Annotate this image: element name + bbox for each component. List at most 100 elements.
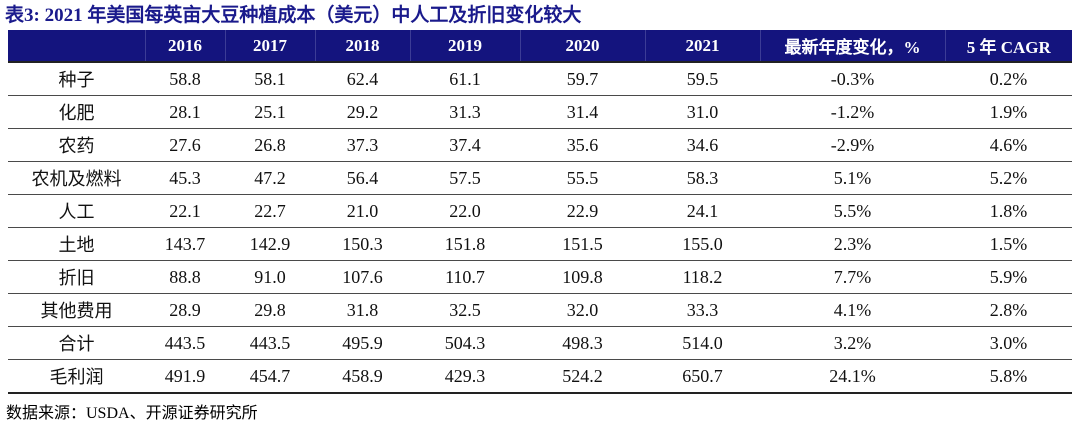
value-cell: 35.6 [520, 128, 645, 162]
value-cell: 4.6% [945, 128, 1072, 162]
value-cell: 37.3 [315, 128, 410, 162]
value-cell: 118.2 [645, 260, 760, 294]
value-cell: 454.7 [225, 359, 315, 394]
value-cell: 34.6 [645, 128, 760, 162]
row-label-cell: 毛利润 [8, 359, 145, 394]
value-cell: 504.3 [410, 326, 520, 360]
column-header: 2019 [409, 30, 520, 63]
value-cell: 58.1 [225, 62, 315, 96]
table-row: 毛利润 491.9 454.7 458.9 429.3 524.2 650.7 24.1% 5.… [8, 359, 1072, 394]
value-cell: 5.2% [945, 161, 1072, 195]
table-row: 其他费用 28.9 29.8 31.8 32.5 32.0 33.3 4.1% 2.8% [8, 293, 1072, 327]
value-cell: 514.0 [645, 326, 760, 360]
value-cell: 28.1 [145, 95, 225, 129]
value-cell: 5.1% [760, 161, 945, 195]
value-cell: 28.9 [145, 293, 225, 327]
value-cell: -2.9% [760, 128, 945, 162]
value-cell: 21.0 [315, 194, 410, 228]
table-row: 合计 443.5 443.5 495.9 504.3 498.3 514.0 3.2% 3.0% [8, 326, 1072, 360]
value-cell: 59.5 [645, 62, 760, 96]
value-cell: 3.0% [945, 326, 1072, 360]
column-header: 5 年 CAGR [944, 30, 1072, 63]
value-cell: 31.3 [410, 95, 520, 129]
value-cell: 110.7 [410, 260, 520, 294]
value-cell: 524.2 [520, 359, 645, 394]
row-label-cell: 农机及燃料 [8, 161, 145, 195]
value-cell: 31.0 [645, 95, 760, 129]
row-label-cell: 折旧 [8, 260, 145, 294]
value-cell: 22.1 [145, 194, 225, 228]
value-cell: 151.5 [520, 227, 645, 261]
table-row: 农药 27.6 26.8 37.3 37.4 35.6 34.6 -2.9% 4.6% [8, 128, 1072, 162]
value-cell: 31.4 [520, 95, 645, 129]
value-cell: 107.6 [315, 260, 410, 294]
value-cell: 58.8 [145, 62, 225, 96]
column-header: 2018 [314, 30, 410, 63]
data-source: 数据来源：USDA、开源证券研究所 [6, 405, 258, 422]
value-cell: 109.8 [520, 260, 645, 294]
value-cell: 56.4 [315, 161, 410, 195]
value-cell: 45.3 [145, 161, 225, 195]
value-cell: 2.8% [945, 293, 1072, 327]
value-cell: 491.9 [145, 359, 225, 394]
cost-table: 2016 2017 2018 2019 2020 2021 最新年度变化，% 5 年 CAGR… [8, 30, 1072, 394]
value-cell: 1.5% [945, 227, 1072, 261]
value-cell: 2.3% [760, 227, 945, 261]
value-cell: 1.8% [945, 194, 1072, 228]
value-cell: 5.5% [760, 194, 945, 228]
value-cell: 429.3 [410, 359, 520, 394]
row-label-cell: 种子 [8, 62, 145, 96]
value-cell: 26.8 [225, 128, 315, 162]
value-cell: 1.9% [945, 95, 1072, 129]
value-cell: 29.8 [225, 293, 315, 327]
value-cell: 155.0 [645, 227, 760, 261]
value-cell: -1.2% [760, 95, 945, 129]
value-cell: 58.3 [645, 161, 760, 195]
value-cell: 495.9 [315, 326, 410, 360]
table-row: 种子 58.8 58.1 62.4 61.1 59.7 59.5 -0.3% 0.2% [8, 62, 1072, 96]
table-row: 土地 143.7 142.9 150.3 151.8 151.5 155.0 2.3% 1.5% [8, 227, 1072, 261]
table-title: 表3: 2021 年美国每英亩大豆种植成本（美元）中人工及折旧变化较大 [5, 5, 582, 26]
value-cell: 0.2% [945, 62, 1072, 96]
table-row: 农机及燃料 45.3 47.2 56.4 57.5 55.5 58.3 5.1% 5.2% [8, 161, 1072, 195]
value-cell: 458.9 [315, 359, 410, 394]
value-cell: 22.9 [520, 194, 645, 228]
value-cell: 57.5 [410, 161, 520, 195]
value-cell: 5.9% [945, 260, 1072, 294]
row-label-cell: 土地 [8, 227, 145, 261]
value-cell: 25.1 [225, 95, 315, 129]
column-header: 2016 [144, 30, 225, 63]
value-cell: 61.1 [410, 62, 520, 96]
row-label-cell: 合计 [8, 326, 145, 360]
row-label-cell: 农药 [8, 128, 145, 162]
value-cell: 47.2 [225, 161, 315, 195]
table-row: 人工 22.1 22.7 21.0 22.0 22.9 24.1 5.5% 1.8% [8, 194, 1072, 228]
value-cell: 24.1 [645, 194, 760, 228]
value-cell: 27.6 [145, 128, 225, 162]
value-cell: 62.4 [315, 62, 410, 96]
table-header-row: 2016 2017 2018 2019 2020 2021 最新年度变化，% 5 年 CAGR [8, 30, 1072, 63]
value-cell: 143.7 [145, 227, 225, 261]
row-label-column-header [8, 30, 145, 63]
value-cell: 151.8 [410, 227, 520, 261]
row-label-cell: 化肥 [8, 95, 145, 129]
value-cell: 32.0 [520, 293, 645, 327]
value-cell: 31.8 [315, 293, 410, 327]
value-cell: 3.2% [760, 326, 945, 360]
column-header: 2021 [644, 30, 760, 63]
value-cell: 37.4 [410, 128, 520, 162]
value-cell: 7.7% [760, 260, 945, 294]
value-cell: 5.8% [945, 359, 1072, 394]
table-row: 折旧 88.8 91.0 107.6 110.7 109.8 118.2 7.7% 5.9% [8, 260, 1072, 294]
row-label-cell: 其他费用 [8, 293, 145, 327]
value-cell: 142.9 [225, 227, 315, 261]
value-cell: 443.5 [145, 326, 225, 360]
row-label-cell: 人工 [8, 194, 145, 228]
value-cell: 24.1% [760, 359, 945, 394]
table-row: 化肥 28.1 25.1 29.2 31.3 31.4 31.0 -1.2% 1.9% [8, 95, 1072, 129]
value-cell: 498.3 [520, 326, 645, 360]
value-cell: 4.1% [760, 293, 945, 327]
value-cell: 29.2 [315, 95, 410, 129]
value-cell: 150.3 [315, 227, 410, 261]
value-cell: 32.5 [410, 293, 520, 327]
